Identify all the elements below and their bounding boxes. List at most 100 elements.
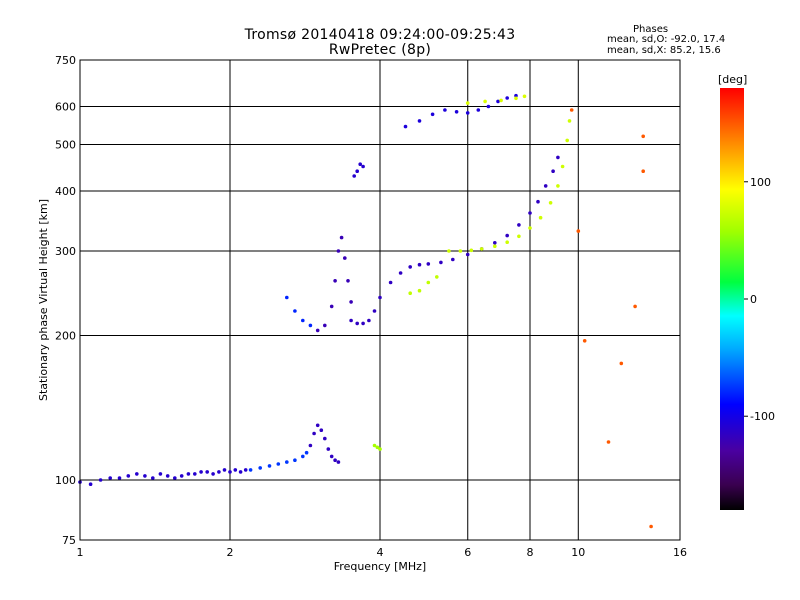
data-point — [398, 271, 403, 275]
data-point — [505, 96, 510, 100]
data-point — [439, 260, 443, 265]
data-point — [367, 318, 371, 323]
data-point — [308, 443, 313, 448]
data-point — [301, 454, 305, 459]
data-point — [285, 460, 289, 464]
data-point — [333, 458, 337, 463]
data-point — [517, 223, 521, 227]
data-point — [217, 470, 221, 474]
data-point — [205, 470, 209, 474]
data-point — [228, 470, 232, 474]
phase-stats-x: mean, sd,X: 85.2, 15.6 — [607, 45, 721, 56]
y-axis-label: Stationary phase Virtual Height [km] — [37, 199, 50, 401]
data-point — [576, 229, 581, 233]
data-point — [560, 164, 565, 169]
colorbar: [deg] 100 0 -100 — [718, 73, 775, 510]
data-point — [339, 235, 344, 240]
series-group — [349, 155, 560, 326]
data-point — [465, 111, 470, 115]
data-point — [308, 323, 313, 328]
data-point — [514, 96, 518, 101]
data-point — [117, 476, 122, 480]
series-group — [403, 93, 518, 129]
data-point — [276, 462, 281, 466]
data-point — [443, 108, 447, 112]
data-point — [649, 524, 653, 529]
data-point — [435, 275, 439, 279]
series-group — [465, 94, 527, 105]
data-point — [222, 468, 227, 472]
data-point — [293, 309, 297, 313]
data-point — [641, 169, 645, 173]
data-point — [349, 318, 353, 323]
data-points — [78, 93, 653, 529]
data-point — [483, 99, 487, 104]
plot-border — [79, 59, 681, 541]
data-point — [293, 458, 297, 463]
data-point — [493, 244, 497, 248]
data-point — [98, 478, 103, 482]
data-point — [333, 279, 337, 283]
data-point — [619, 361, 624, 366]
data-point — [505, 240, 510, 244]
data-point — [329, 454, 334, 459]
data-point — [233, 468, 238, 472]
data-point — [514, 93, 518, 98]
data-point — [447, 249, 451, 253]
data-point — [126, 474, 131, 478]
x-tick-label: 4 — [377, 546, 384, 559]
colorbar-tick-label: 0 — [750, 293, 757, 306]
data-point — [556, 184, 560, 188]
series-group — [78, 468, 248, 487]
data-point — [301, 318, 305, 323]
grid-lines — [79, 59, 681, 541]
data-point — [408, 291, 413, 296]
data-point — [426, 280, 431, 285]
series-group — [285, 295, 313, 328]
colorbar-ticks: 100 0 -100 — [744, 176, 775, 423]
data-point — [458, 249, 463, 253]
data-point — [186, 472, 191, 476]
x-axis-label: Frequency [MHz] — [334, 560, 426, 573]
x-tick-label: 2 — [227, 546, 234, 559]
plot-frame — [79, 59, 681, 541]
data-point — [355, 321, 360, 326]
data-point — [349, 300, 353, 304]
data-point — [135, 472, 139, 476]
data-point — [238, 470, 243, 474]
data-point — [352, 174, 357, 178]
y-tick-label: 750 — [55, 54, 76, 67]
x-tick-label: 1 — [77, 546, 84, 559]
data-point — [346, 279, 350, 283]
data-point — [336, 249, 341, 253]
data-point — [469, 248, 474, 253]
data-point — [388, 280, 393, 285]
data-point — [408, 265, 413, 269]
data-point — [173, 476, 177, 480]
data-point — [315, 423, 320, 428]
series-group — [308, 423, 341, 464]
y-tick-label: 500 — [55, 139, 76, 152]
data-point — [199, 470, 203, 474]
data-point — [430, 112, 435, 117]
data-point — [522, 94, 527, 99]
data-point — [505, 233, 510, 238]
series-group — [372, 443, 382, 451]
data-point — [426, 262, 431, 266]
data-point — [417, 262, 422, 267]
data-point — [165, 474, 170, 478]
data-point — [451, 257, 455, 262]
data-point — [417, 119, 422, 123]
data-point — [285, 295, 289, 300]
data-point — [361, 164, 365, 169]
data-point — [312, 431, 316, 436]
colorbar-tick-label: 100 — [750, 176, 771, 189]
data-point — [486, 104, 491, 109]
data-point — [304, 450, 309, 455]
data-point — [582, 339, 587, 343]
y-tick-label: 300 — [55, 245, 76, 258]
data-point — [361, 321, 365, 326]
colorbar-tick-label: -100 — [750, 410, 775, 423]
series-group — [447, 119, 572, 253]
data-point — [378, 447, 382, 451]
